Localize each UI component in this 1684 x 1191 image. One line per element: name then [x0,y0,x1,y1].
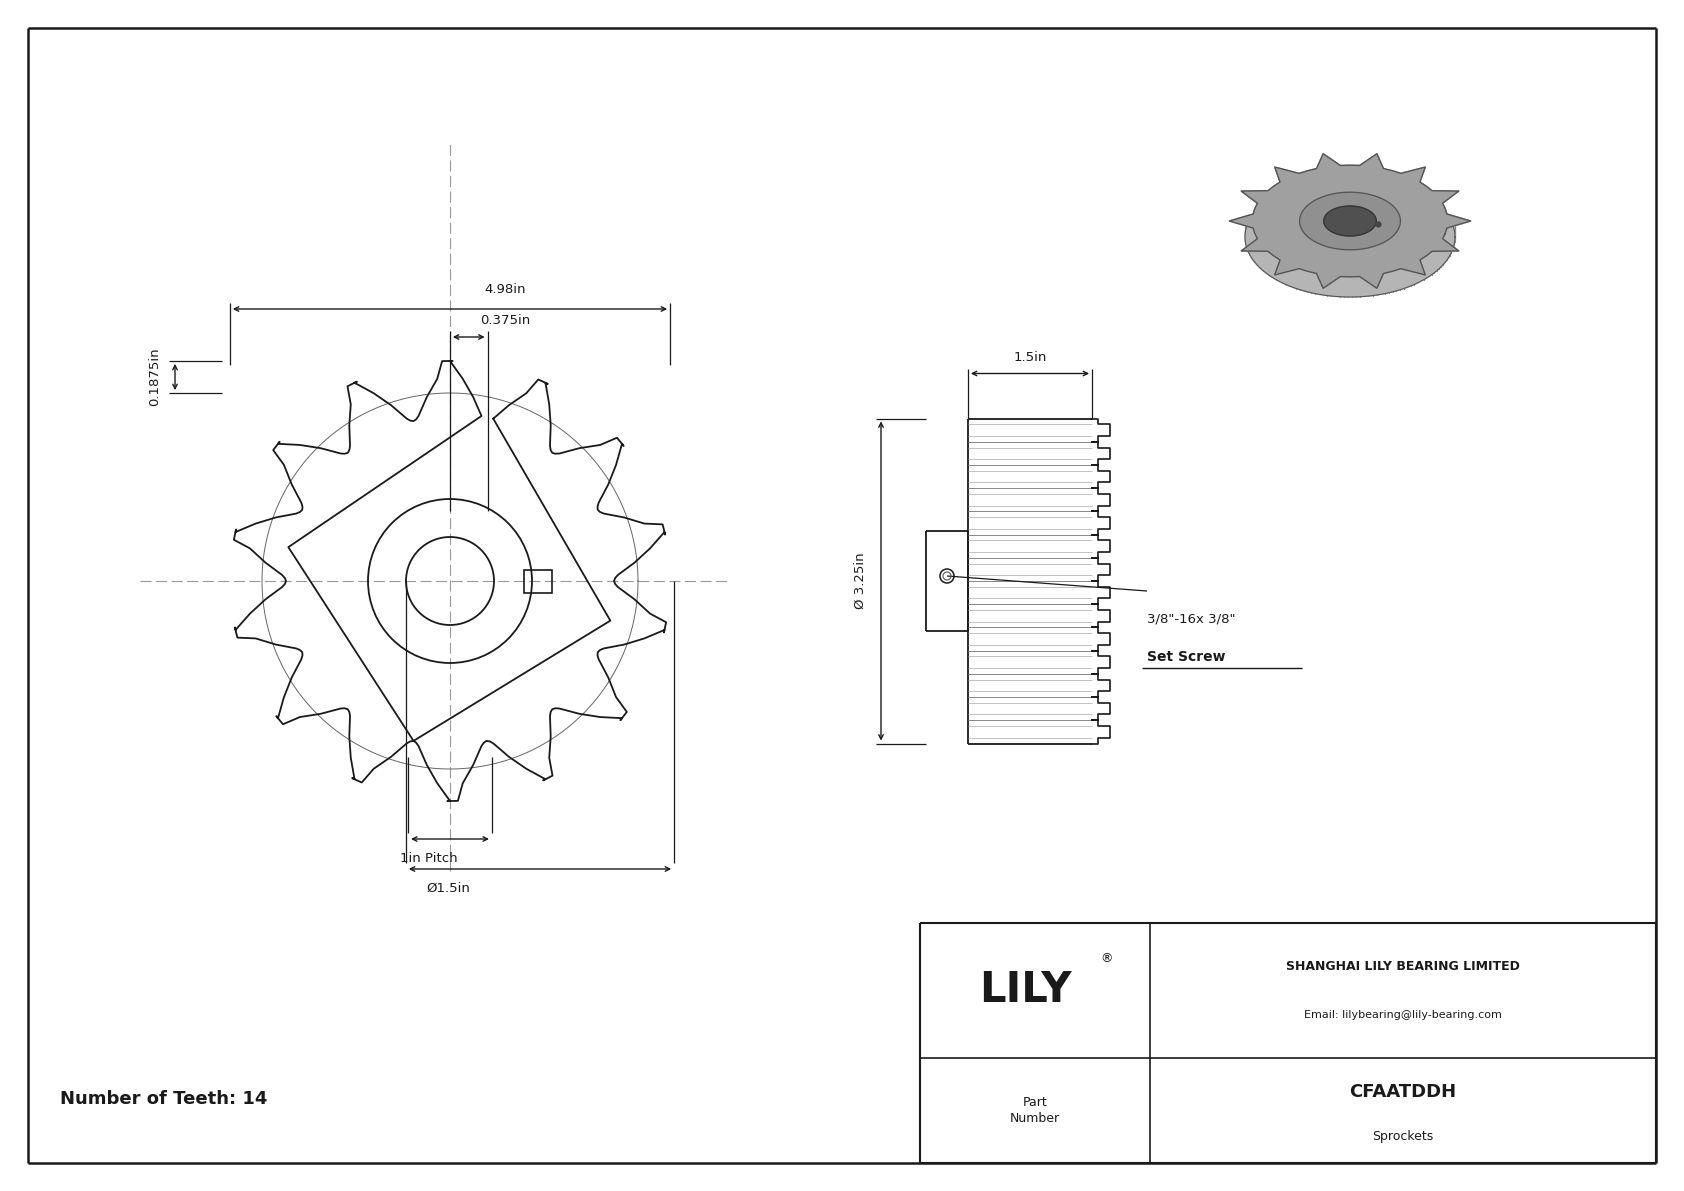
Text: LILY: LILY [978,969,1071,1011]
Text: 1in Pitch: 1in Pitch [401,852,458,865]
Text: 0.1875in: 0.1875in [148,348,162,406]
Text: ®: ® [1101,952,1113,965]
Polygon shape [1324,206,1376,236]
Text: Ø 3.25in: Ø 3.25in [854,553,867,610]
Polygon shape [1244,177,1455,297]
Text: Sprockets: Sprockets [1372,1130,1433,1143]
Text: 3/8"-16x 3/8": 3/8"-16x 3/8" [1147,613,1236,626]
Text: Email: lilybearing@lily-bearing.com: Email: lilybearing@lily-bearing.com [1303,1010,1502,1019]
Text: 0.375in: 0.375in [480,314,530,328]
Text: Ø1.5in: Ø1.5in [426,883,470,894]
Text: Number of Teeth: 14: Number of Teeth: 14 [61,1090,268,1108]
Text: 1.5in: 1.5in [1014,350,1047,363]
Polygon shape [1300,208,1401,266]
Text: 4.98in: 4.98in [485,283,525,297]
Text: Set Screw: Set Screw [1147,650,1226,665]
Text: SHANGHAI LILY BEARING LIMITED: SHANGHAI LILY BEARING LIMITED [1287,960,1521,973]
Text: CFAATDDH: CFAATDDH [1349,1083,1457,1100]
Text: Part
Number: Part Number [1010,1097,1059,1124]
Polygon shape [1229,154,1470,288]
Polygon shape [1300,192,1401,250]
